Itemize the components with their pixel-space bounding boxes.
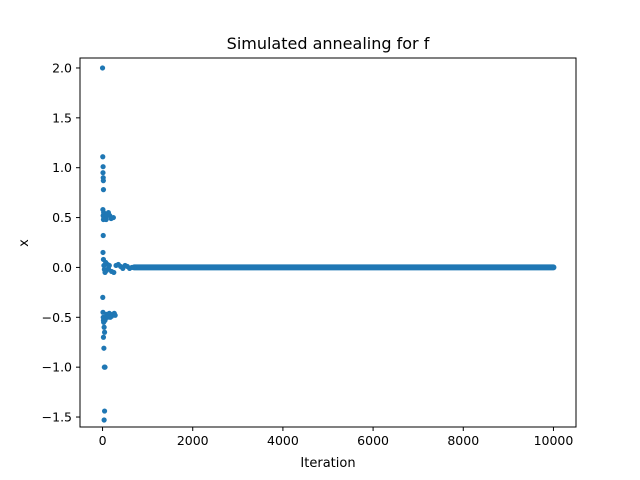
data-point [131,264,137,271]
data-point [106,262,112,269]
data-point [111,269,117,276]
y-tick-label: 2.0 [52,60,72,75]
data-point [100,178,106,184]
data-point [112,312,118,318]
data-point [103,216,109,223]
data-point [101,345,107,351]
y-tick-label: 0.5 [52,210,72,225]
data-point [102,364,108,370]
y-tick-label: −1.5 [42,410,72,425]
x-tick-label: 0 [99,433,107,448]
data-point [100,187,107,193]
x-tick-label: 10000 [534,433,574,448]
data-point [100,170,106,176]
x-tick-label: 4000 [267,433,299,448]
x-tick-label: 2000 [177,433,209,448]
x-tick-label: 6000 [357,433,389,448]
x-axis: 0 2000 4000 6000 8000 10000 [99,427,574,448]
data-point [101,329,108,335]
data-point [100,154,106,160]
data-point [101,324,107,330]
y-tick-label: −1.0 [42,360,72,375]
data-point [99,65,106,71]
data-point [110,214,116,221]
plot-frame [79,57,577,428]
data-point [101,408,108,414]
data-point [100,249,106,256]
data-point [101,417,107,423]
data-point [100,294,106,300]
y-tick-label: 1.0 [52,160,72,175]
y-tick-label: 1.5 [52,110,72,125]
data-point [100,232,106,239]
x-tick-label: 8000 [447,433,479,448]
chart-title: Simulated annealing for f [227,34,430,53]
y-axis: −1.5 −1.0 −0.5 0.0 0.5 1.0 1.5 2.0 [42,60,80,425]
y-axis-label: x [17,239,32,247]
data-points [99,65,557,423]
data-point [100,164,106,170]
data-point [100,334,107,340]
y-tick-label: 0.0 [52,260,72,275]
x-axis-label: Iteration [300,456,355,471]
y-tick-label: −0.5 [42,310,72,325]
